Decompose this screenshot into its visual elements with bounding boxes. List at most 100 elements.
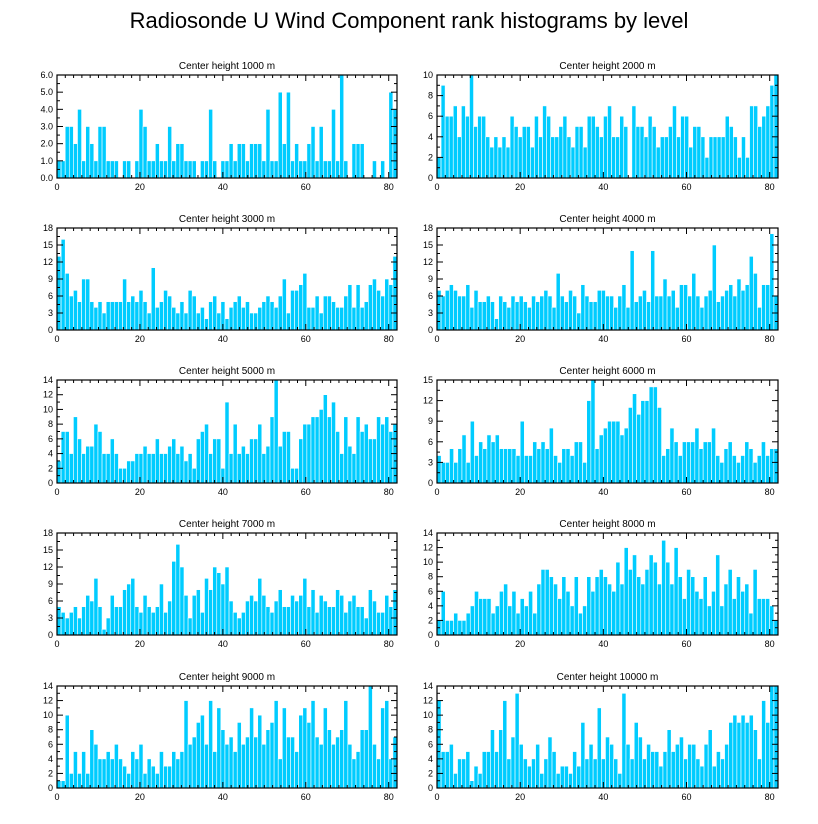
- histogram-bar: [269, 416, 275, 484]
- histogram-bar: [273, 160, 279, 179]
- histogram-bar: [281, 606, 287, 636]
- histogram-bar: [708, 136, 714, 179]
- histogram-bar: [224, 743, 230, 789]
- histogram-bar: [561, 576, 567, 636]
- histogram-bar: [118, 301, 123, 331]
- histogram-bar: [502, 700, 508, 789]
- histogram-bar: [355, 606, 361, 636]
- histogram-bar: [740, 590, 746, 636]
- y-tick-label: 6: [48, 596, 53, 606]
- histogram-bar: [461, 620, 467, 636]
- histogram-bar: [89, 301, 95, 331]
- histogram-bar: [719, 462, 725, 484]
- histogram-bar: [208, 301, 213, 331]
- y-tick-label: 10: [423, 710, 433, 720]
- histogram-bar: [310, 307, 316, 331]
- histogram-bar: [355, 416, 361, 484]
- histogram-bar: [716, 136, 722, 179]
- histogram-bar: [669, 427, 675, 484]
- y-tick-label: 2: [428, 152, 433, 162]
- histogram-bar: [220, 583, 226, 636]
- histogram-bar: [81, 606, 86, 636]
- histogram-bar: [642, 290, 647, 331]
- histogram-bar: [306, 307, 312, 331]
- histogram-bar: [551, 751, 557, 789]
- x-tick-label: 20: [515, 639, 525, 649]
- histogram-bar: [187, 743, 193, 789]
- histogram-bar: [191, 595, 197, 636]
- histogram-bar: [359, 431, 365, 484]
- histogram-bar: [573, 576, 579, 636]
- histogram-bar: [241, 307, 246, 331]
- histogram-bar: [327, 416, 332, 484]
- histogram-bar: [588, 743, 594, 789]
- histogram-bar: [163, 290, 168, 331]
- histogram-bar: [68, 612, 74, 636]
- histogram-bar: [440, 590, 446, 636]
- histogram-bar: [557, 462, 563, 484]
- x-tick-label: 0: [434, 487, 439, 497]
- histogram-bar: [359, 729, 365, 789]
- y-tick-label: 3: [48, 613, 53, 623]
- x-tick-label: 20: [135, 487, 145, 497]
- histogram-bar: [665, 448, 671, 484]
- histogram-bar: [694, 427, 700, 484]
- histogram-bar: [636, 414, 642, 484]
- histogram-bar: [517, 136, 523, 179]
- histogram-bar: [603, 576, 608, 636]
- histogram-bar: [728, 722, 734, 789]
- histogram-bar: [277, 91, 283, 179]
- histogram-bar: [711, 244, 717, 331]
- histogram-bar: [615, 136, 620, 179]
- histogram-bar: [81, 453, 86, 484]
- histogram-bar: [686, 569, 691, 636]
- histogram-bar: [208, 589, 213, 636]
- histogram-bar: [598, 434, 604, 484]
- histogram-bar: [590, 115, 596, 179]
- histogram-bar: [142, 773, 148, 789]
- y-tick-label: 0: [428, 325, 433, 335]
- histogram-bar: [599, 136, 604, 179]
- histogram-bar: [615, 420, 621, 484]
- x-tick-label: 60: [301, 487, 311, 497]
- histogram-bar: [134, 606, 140, 636]
- histogram-bar: [511, 448, 517, 484]
- histogram-bar: [535, 743, 541, 789]
- histogram-bar: [298, 160, 304, 179]
- histogram-bar: [731, 455, 737, 484]
- histogram-bar: [253, 143, 259, 179]
- histogram-bar: [175, 758, 181, 789]
- histogram-bar: [586, 115, 592, 179]
- histogram-bar: [114, 301, 119, 331]
- histogram-bar: [327, 729, 332, 789]
- x-tick-label: 0: [434, 792, 439, 802]
- histogram-bar: [465, 462, 471, 484]
- histogram-bar: [596, 290, 602, 331]
- histogram-bar: [627, 569, 633, 636]
- histogram-bar: [355, 751, 361, 789]
- histogram-panel-6: Center height 6000 m 0 20 40 60 80 0 3 6 9 12 15: [423, 366, 779, 497]
- histogram-bar: [85, 278, 91, 331]
- x-tick-label: 20: [515, 792, 525, 802]
- histogram-bar: [453, 290, 458, 331]
- histogram-bar: [249, 707, 254, 789]
- histogram-bar: [580, 722, 586, 789]
- histogram-bar: [493, 136, 499, 179]
- histogram-bar: [769, 233, 775, 331]
- histogram-bar: [302, 707, 308, 789]
- histogram-bar: [73, 606, 78, 636]
- panel-frame: [436, 379, 779, 484]
- histogram-bar: [448, 115, 454, 179]
- histogram-bar: [453, 612, 459, 636]
- histogram-bar: [502, 301, 508, 331]
- histogram-bar: [163, 765, 168, 789]
- y-tick-label: 14: [43, 375, 53, 385]
- histogram-bar: [273, 700, 279, 789]
- histogram-bar: [565, 590, 571, 636]
- histogram-bar: [559, 295, 565, 331]
- panel-title: Center height 2000 m: [559, 61, 655, 72]
- histogram-bar: [97, 126, 103, 179]
- x-tick-label: 60: [301, 639, 311, 649]
- histogram-bar: [499, 590, 504, 636]
- histogram-bar: [257, 714, 263, 789]
